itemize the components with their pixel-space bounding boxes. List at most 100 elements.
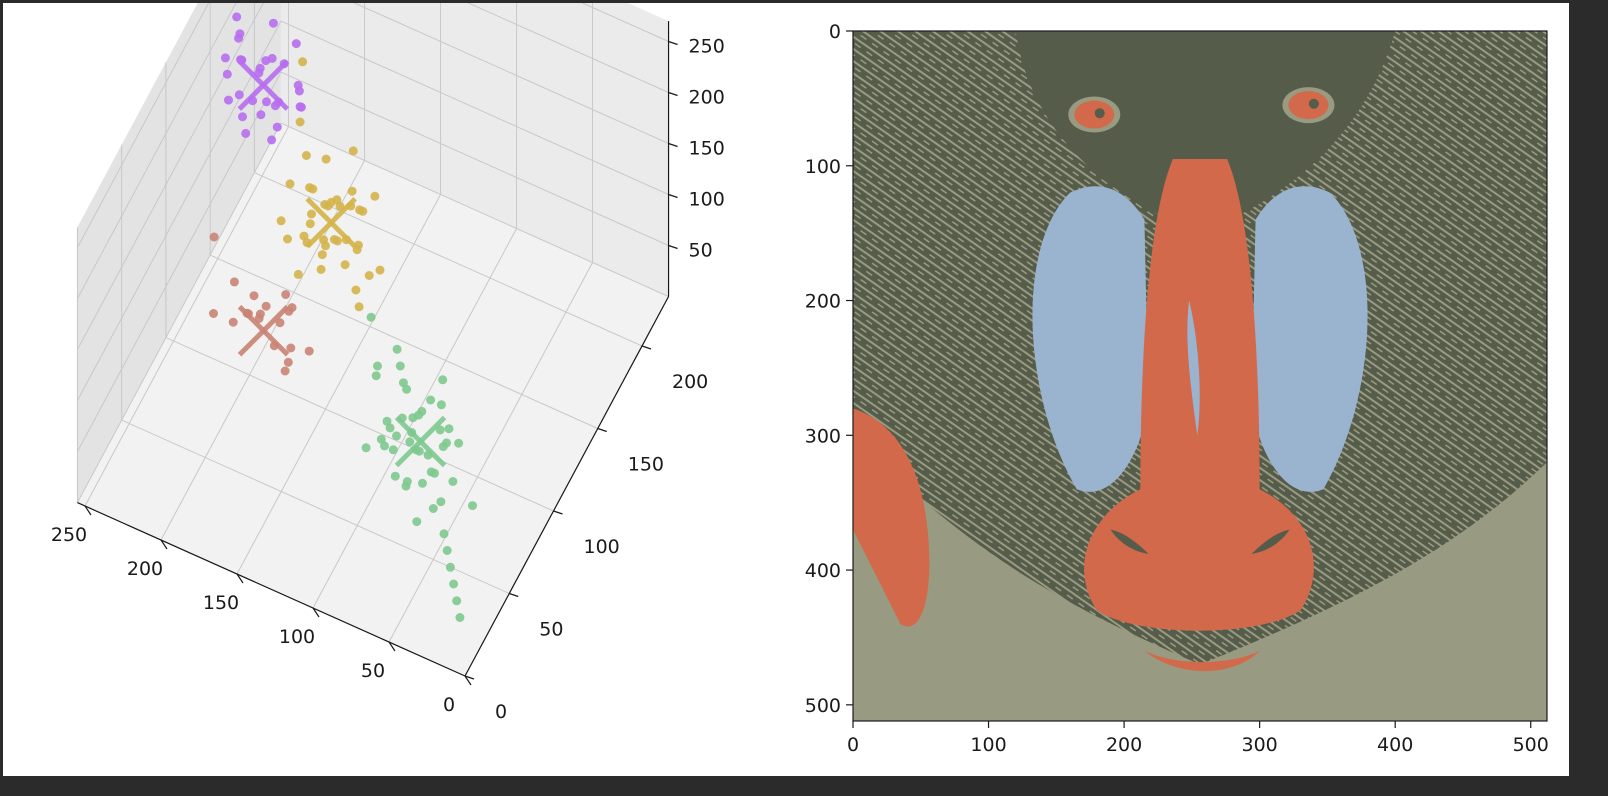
- scatter-point: [354, 302, 364, 312]
- centroid-marker: [305, 196, 357, 249]
- z-tick-label: 50: [689, 240, 713, 262]
- x-tick-label: 0: [847, 734, 859, 756]
- scatter-point: [353, 240, 363, 250]
- left-cheek: [1032, 186, 1149, 492]
- grid-line: [165, 337, 554, 512]
- scatter-point: [388, 445, 398, 455]
- x-tick: [160, 539, 168, 550]
- y-tick: [597, 427, 607, 433]
- grid-line: [254, 172, 643, 347]
- z-tick-label: 150: [689, 138, 725, 160]
- scatter-point: [436, 400, 446, 410]
- grid-line: [280, 122, 669, 297]
- x-tick: [236, 573, 244, 584]
- scatter-point: [412, 517, 422, 527]
- scatter-point: [286, 343, 296, 353]
- scatter-point: [295, 102, 305, 112]
- grid-line: [76, 20, 282, 401]
- scatter-point: [445, 562, 455, 572]
- grid-line: [76, 3, 237, 299]
- z-tick: [668, 142, 678, 148]
- scatter-point: [366, 312, 376, 322]
- y-tick-label: 50: [539, 619, 563, 641]
- scatter-point: [285, 179, 295, 189]
- eye: [1288, 91, 1329, 120]
- scatter-point: [347, 186, 357, 196]
- scatter-point: [276, 216, 286, 226]
- grid-line: [280, 20, 669, 195]
- scatter-point: [249, 291, 259, 301]
- scatter-point: [414, 410, 424, 420]
- scatter-point: [468, 501, 477, 511]
- scatter-point: [333, 236, 342, 246]
- grid-line: [84, 126, 289, 507]
- grid-line: [353, 3, 669, 144]
- scatter-point: [382, 416, 392, 426]
- back-pane: [280, 3, 669, 297]
- scatter-point: [261, 301, 271, 311]
- scatter-point: [317, 250, 327, 260]
- scatter-point: [228, 317, 238, 327]
- scatter-point: [361, 443, 371, 453]
- x-tick: [84, 505, 92, 516]
- scatter-point: [449, 579, 459, 589]
- scatter-point: [444, 424, 454, 434]
- grid-line: [76, 3, 210, 248]
- x-tick-label: 200: [127, 558, 163, 580]
- scatter-point: [305, 183, 315, 193]
- beard-region: [853, 435, 1547, 721]
- scatter-point: [426, 395, 436, 405]
- right-cheek: [1251, 186, 1368, 492]
- z-tick: [668, 40, 678, 46]
- y-tick-label: 200: [805, 291, 841, 313]
- scatter-point: [295, 117, 305, 127]
- x-tick: [464, 675, 472, 686]
- scatter-point: [262, 97, 271, 107]
- scatter-point: [373, 361, 382, 371]
- scatter-point: [340, 260, 350, 270]
- scatter-point: [448, 477, 458, 486]
- z-tick: [668, 244, 678, 250]
- scatter-point: [438, 375, 448, 385]
- scatter-point: [402, 384, 412, 394]
- scatter-point: [455, 613, 465, 622]
- y-tick: [553, 510, 563, 515]
- right-nostril: [1251, 529, 1290, 554]
- scatter-point: [321, 154, 331, 164]
- centroid-marker: [237, 304, 290, 357]
- scatter-point: [283, 357, 293, 367]
- side-pane: [77, 3, 281, 503]
- scatter-3d-plot: 0 50 100 150 200 250 0 50 100 150 200 50 100 150 200 25…: [51, 3, 725, 723]
- y-tick-label: 0: [829, 21, 841, 43]
- centroid-stroke: [237, 59, 290, 111]
- scatter-point: [316, 264, 326, 274]
- scatter-point: [392, 431, 401, 441]
- forehead-region: [1015, 31, 1396, 234]
- scatter-point: [268, 18, 278, 28]
- y-tick: [641, 345, 652, 350]
- scatter-point: [351, 285, 361, 295]
- scatter-point: [270, 101, 280, 111]
- scatter-point: [235, 29, 245, 39]
- scatter-point: [454, 438, 464, 448]
- scatter-point: [439, 529, 449, 539]
- scatter-point: [320, 200, 330, 209]
- x-tick-label: 100: [279, 626, 315, 648]
- x-tick-label: 100: [970, 734, 1006, 756]
- scatter-point: [267, 135, 277, 145]
- scatter-point: [238, 112, 247, 122]
- y-axis-line: [464, 296, 670, 677]
- centroid-marker: [394, 415, 447, 468]
- scatter-point: [395, 361, 405, 371]
- grid-line: [76, 122, 282, 503]
- z-tick-label: 200: [689, 87, 725, 109]
- scatter-point: [418, 478, 427, 488]
- centroid-stroke: [394, 415, 447, 468]
- scatter-point: [355, 205, 365, 215]
- x-tick: [388, 641, 396, 652]
- y-tick-label: 100: [805, 156, 841, 178]
- x-tick-label: 250: [51, 524, 87, 546]
- x-axis-line: [77, 502, 466, 677]
- grid-line: [121, 419, 510, 594]
- scatter-point: [291, 39, 301, 49]
